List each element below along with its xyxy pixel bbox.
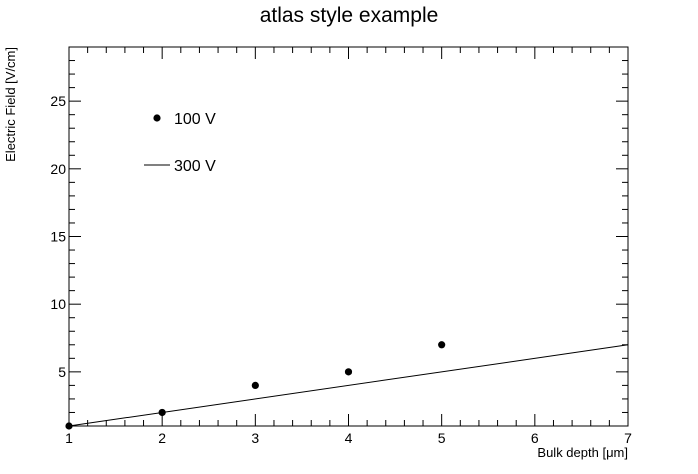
series-line-300v bbox=[68, 344, 629, 427]
data-point-100v bbox=[438, 341, 446, 349]
y-axis-ticks bbox=[69, 46, 628, 427]
y-tick-label: 5 bbox=[58, 364, 66, 380]
data-point-100v bbox=[344, 368, 353, 376]
x-tick-label: 5 bbox=[438, 430, 446, 446]
x-tick-label: 7 bbox=[624, 430, 632, 446]
y-tick-label: 10 bbox=[50, 296, 66, 312]
x-axis-tick-labels: 1 2 3 4 5 6 7 bbox=[65, 430, 632, 446]
x-tick-label: 2 bbox=[158, 430, 166, 446]
x-tick-label: 3 bbox=[251, 430, 259, 446]
y-tick-label: 25 bbox=[50, 93, 66, 109]
y-tick-label: 20 bbox=[50, 161, 66, 177]
legend: 100 V 300 V bbox=[144, 111, 216, 175]
y-axis-title: Electric Field [V/cm] bbox=[3, 47, 18, 162]
x-tick-label: 6 bbox=[531, 430, 539, 446]
y-tick-label: 15 bbox=[50, 229, 66, 245]
x-axis-title: Bulk depth [μm] bbox=[537, 445, 628, 460]
x-tick-label: 4 bbox=[345, 430, 353, 446]
legend-marker-100v bbox=[153, 114, 161, 122]
chart-title: atlas style example bbox=[260, 4, 439, 27]
y-axis-tick-labels: 5 10 15 20 25 bbox=[50, 93, 66, 380]
legend-label-300v: 300 V bbox=[174, 158, 216, 175]
x-tick-label: 1 bbox=[65, 430, 73, 446]
x-axis-ticks bbox=[68, 47, 629, 426]
series-layer bbox=[65, 341, 629, 430]
data-point-100v bbox=[251, 381, 259, 389]
legend-label-100v: 100 V bbox=[174, 111, 216, 128]
